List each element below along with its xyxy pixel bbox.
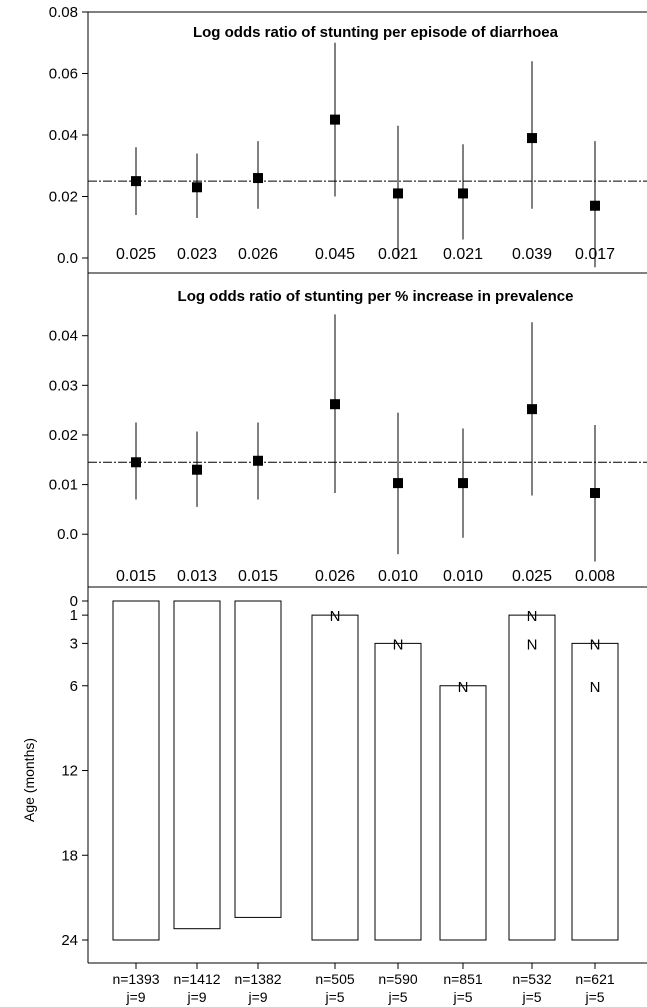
estimate-value-label: 0.021 (443, 246, 483, 263)
study-count-label: j=5 (452, 989, 472, 1005)
age-range-bar (374, 642, 422, 941)
y-tick-label: 0.06 (49, 66, 78, 83)
y-tick-label: 18 (61, 847, 78, 864)
y-tick-label: 6 (70, 678, 78, 695)
panel-title: Log odds ratio of stunting per % increas… (178, 288, 574, 305)
y-tick-label: 0.0 (57, 526, 78, 543)
y-tick-label: 12 (61, 763, 78, 780)
estimate-value-label: 0.023 (177, 246, 217, 263)
estimate-value-label: 0.026 (315, 568, 355, 585)
sample-size-label: n=532 (512, 971, 552, 987)
y-tick-label: 0.04 (49, 127, 78, 144)
sample-size-label: n=1393 (112, 971, 159, 987)
estimate-value-label: 0.015 (238, 568, 278, 585)
n-marker: N (458, 679, 469, 696)
y-axis-title: Age (months) (21, 738, 37, 822)
estimate-value-label: 0.017 (575, 246, 615, 263)
estimate-marker (527, 404, 537, 415)
estimate-value-label: 0.025 (512, 568, 552, 585)
estimate-marker (590, 200, 600, 211)
estimate-value-label: 0.015 (116, 568, 156, 585)
study-count-label: j=5 (521, 989, 541, 1005)
panel-age-ranges: 01 3 6 12 18 24 Age (months) n=1393 j=9 n=1412 j=9… (21, 587, 647, 1005)
study-count-label: j=5 (387, 989, 407, 1005)
study-count-label: j=9 (186, 989, 206, 1005)
estimate-value-label: 0.039 (512, 246, 552, 263)
age-range-bar (439, 685, 487, 941)
sample-size-label: n=1382 (234, 971, 281, 987)
estimate-marker (527, 133, 537, 144)
estimate-value-label: 0.021 (378, 246, 418, 263)
estimate-value-label: 0.010 (443, 568, 483, 585)
estimate-value-label: 0.026 (238, 246, 278, 263)
estimate-value-label: 0.045 (315, 246, 355, 263)
n-marker: N (527, 636, 538, 653)
estimate-marker (330, 399, 340, 410)
study-count-label: j=5 (584, 989, 604, 1005)
sample-size-label: n=851 (443, 971, 483, 987)
estimate-marker (393, 188, 403, 199)
n-marker: N (590, 679, 601, 696)
y-tick-label: 0.04 (49, 328, 78, 345)
n-marker: N (527, 608, 538, 625)
n-marker: N (330, 608, 341, 625)
y-tick-label: 0.03 (49, 377, 78, 394)
sample-size-label: n=505 (315, 971, 355, 987)
y-tick-label: 0.02 (49, 427, 78, 444)
age-range-bar (571, 642, 619, 941)
n-marker: N (393, 636, 404, 653)
n-marker: N (590, 636, 601, 653)
y-tick-label: 0.02 (49, 189, 78, 206)
estimate-value-label: 0.010 (378, 568, 418, 585)
estimate-marker (330, 114, 340, 125)
age-range-bar (112, 600, 160, 941)
panel-title: Log odds ratio of stunting per episode o… (193, 24, 559, 41)
y-tick-label: 0 (70, 593, 78, 610)
study-count-label: j=9 (247, 989, 267, 1005)
estimate-marker (393, 478, 403, 489)
estimate-marker (192, 182, 202, 193)
age-range-bar (311, 614, 359, 941)
estimate-marker (458, 188, 468, 199)
y-tick-label: 24 (61, 932, 78, 949)
estimate-marker (253, 455, 263, 466)
study-count-label: j=9 (125, 989, 145, 1005)
estimate-value-label: 0.008 (575, 568, 615, 585)
y-tick-label: 3 (70, 635, 78, 652)
estimate-marker (192, 464, 202, 475)
estimate-marker (590, 488, 600, 499)
sample-size-label: n=590 (378, 971, 418, 987)
y-tick-label: 0.0 (57, 250, 78, 267)
sample-size-label: n=621 (575, 971, 615, 987)
estimate-marker (458, 478, 468, 489)
age-range-bar (508, 614, 556, 941)
age-range-bar (234, 600, 282, 918)
estimate-value-label: 0.025 (116, 246, 156, 263)
age-range-bar (173, 600, 221, 930)
estimate-marker (131, 457, 141, 468)
panel-diarrhoea-episodes: Log odds ratio of stunting per episode o… (49, 4, 647, 274)
y-tick-label: 1 (70, 607, 78, 624)
sample-size-label: n=1412 (173, 971, 220, 987)
study-count-label: j=5 (324, 989, 344, 1005)
y-tick-label: 0.08 (49, 4, 78, 21)
panel-prevalence: Log odds ratio of stunting per % increas… (49, 272, 647, 588)
y-tick-label: 0.01 (49, 477, 78, 494)
estimate-value-label: 0.013 (177, 568, 217, 585)
estimate-marker (131, 176, 141, 187)
estimate-marker (253, 173, 263, 184)
